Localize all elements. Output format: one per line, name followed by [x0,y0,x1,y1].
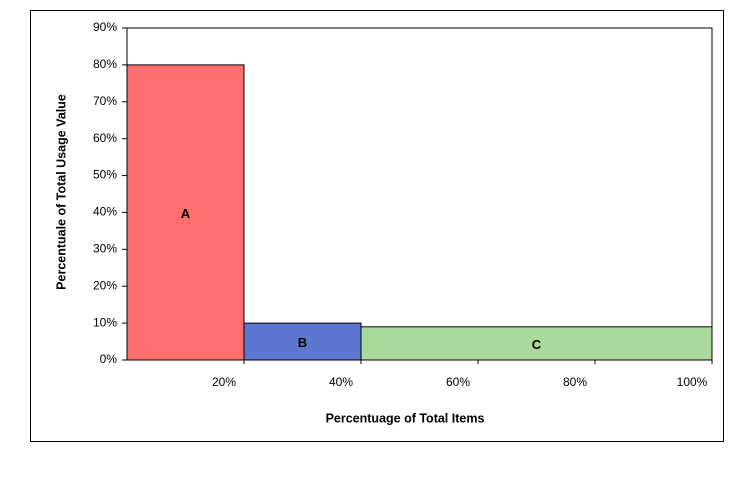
y-tick-label: 30% [93,242,117,256]
x-tick-label: 40% [329,375,353,389]
bar [243,322,362,361]
y-tick-label: 20% [93,278,117,292]
bar [126,64,245,361]
x-tick-label: 80% [563,375,587,389]
x-tick-label: 60% [446,375,470,389]
y-tick-label: 60% [93,131,117,145]
bar-label: B [298,335,307,350]
bar-label: C [532,337,542,352]
y-tick-label: 40% [93,205,117,219]
x-tick-label: 100% [677,375,708,389]
y-tick-label: 80% [93,57,117,71]
y-tick-label: 0% [100,352,118,366]
y-tick-label: 90% [93,20,117,34]
x-tick-label: 20% [212,375,236,389]
y-axis-title: Percentuale of Total Usage Value [54,94,68,290]
bar-label: A [181,206,191,221]
x-axis-title: Percentuage of Total Items [326,411,485,425]
y-tick-label: 70% [93,94,117,108]
y-tick-label: 10% [93,315,117,329]
plot-border [126,27,713,361]
y-tick-label: 50% [93,168,117,182]
